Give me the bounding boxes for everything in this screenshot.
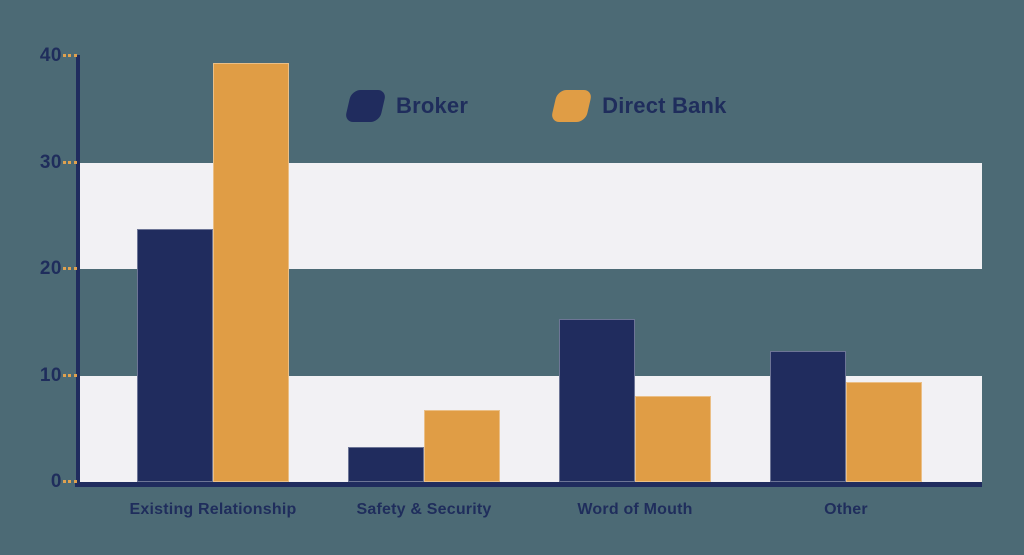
- bar-direct-bank-safety-security: [424, 409, 500, 482]
- y-axis-tick-mark: [63, 480, 77, 483]
- x-axis-category-label: Word of Mouth: [577, 501, 693, 518]
- x-axis-category-label: Existing Relationship: [129, 501, 297, 518]
- x-axis-category-label: Other: [824, 501, 868, 518]
- bar-broker-safety-security: [348, 446, 424, 482]
- y-axis-tick-label: 20: [39, 258, 62, 279]
- legend-swatch-direct-bank: [550, 90, 593, 122]
- y-axis-tick-label: 40: [39, 45, 62, 66]
- legend: Broker Direct Bank: [344, 90, 727, 122]
- y-axis-tick-mark: [63, 160, 77, 164]
- legend-item-direct-bank: Direct Bank: [550, 90, 727, 122]
- y-axis-tick-label: 0: [50, 471, 62, 492]
- y-axis-tick-label: 10: [39, 364, 62, 386]
- y-axis-tick-mark: [63, 267, 77, 270]
- y-axis-tick-mark: [63, 54, 77, 57]
- legend-swatch-broker: [344, 90, 387, 122]
- y-axis-tick-mark: [63, 373, 77, 377]
- legend-label: Broker: [396, 93, 469, 118]
- bar-direct-bank-word-of-mouth: [635, 395, 711, 482]
- bar-broker-other: [770, 351, 846, 482]
- x-axis-category-label: Safety & Security: [356, 501, 492, 518]
- bar-broker-word-of-mouth: [559, 319, 635, 482]
- y-axis-line: [76, 55, 80, 484]
- y-axis-tick-label: 30: [39, 151, 62, 173]
- bar-direct-bank-existing-relationship: [213, 63, 289, 482]
- bar-broker-existing-relationship: [137, 228, 213, 482]
- legend-label: Direct Bank: [602, 93, 727, 118]
- x-axis-line: [75, 482, 982, 487]
- bar-direct-bank-other: [846, 381, 922, 482]
- legend-item-broker: Broker: [344, 90, 469, 122]
